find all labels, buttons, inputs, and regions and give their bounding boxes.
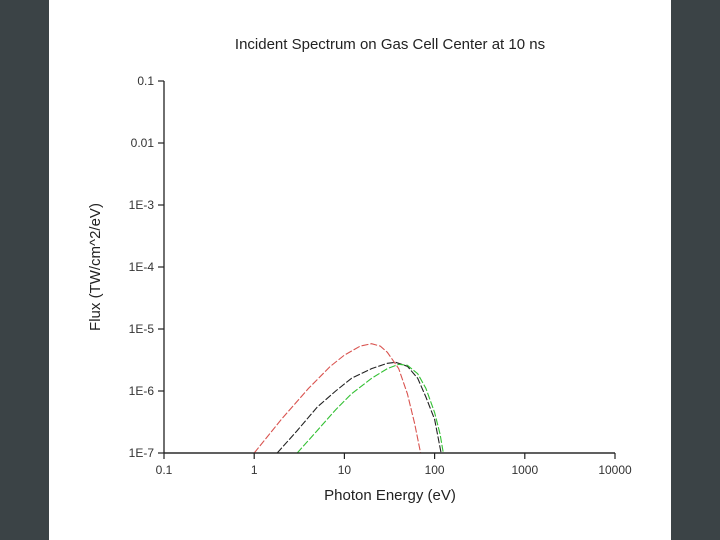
slide-canvas: Incident Spectrum on Gas Cell Center at … xyxy=(49,0,671,540)
x-axis-label: Photon Energy (eV) xyxy=(324,487,456,504)
x-tick-label: 100 xyxy=(425,463,445,477)
x-tick-label: 1 xyxy=(251,463,258,477)
flux-spectrum-chart: Incident Spectrum on Gas Cell Center at … xyxy=(87,36,632,504)
series-line-1 xyxy=(253,343,422,454)
y-tick-label: 1E-4 xyxy=(129,260,155,274)
left-dark-border xyxy=(0,0,49,540)
x-tick-label: 10 xyxy=(338,463,352,477)
x-tick-label: 1000 xyxy=(511,463,538,477)
y-tick-label: 0.1 xyxy=(137,74,154,88)
chart-title: Incident Spectrum on Gas Cell Center at … xyxy=(235,36,545,53)
right-dark-border xyxy=(671,0,720,540)
x-tick-label: 10000 xyxy=(598,463,632,477)
y-tick-label: 1E-7 xyxy=(129,446,155,460)
y-tick-label: 1E-6 xyxy=(129,384,155,398)
plot-frame xyxy=(164,81,615,453)
series-line-2 xyxy=(276,361,442,454)
x-tick-label: 0.1 xyxy=(156,463,173,477)
series-line-3 xyxy=(296,363,444,454)
y-tick-label: 0.01 xyxy=(131,136,155,150)
y-tick-label: 1E-5 xyxy=(129,322,155,336)
series-group xyxy=(164,343,615,454)
x-tick-group: 0.1 1 10 100 1000 10000 xyxy=(156,453,632,477)
y-tick-label: 1E-3 xyxy=(129,198,155,212)
y-tick-group: 1E-7 1E-6 1E-5 1E-4 1E-3 0.01 0.1 xyxy=(129,74,164,460)
y-axis-label: Flux (TW/cm^2/eV) xyxy=(87,203,104,331)
